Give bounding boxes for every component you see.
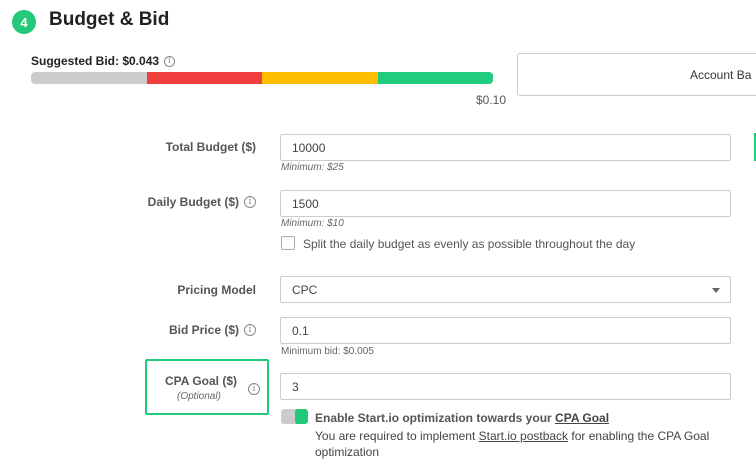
info-icon[interactable]: i — [244, 196, 256, 208]
cpa-optimization-label: Enable Start.io optimization towards you… — [315, 411, 609, 425]
cpa-optimization-text: Enable Start.io optimization towards you… — [315, 411, 552, 425]
postback-requirement-text: You are required to implement Start.io p… — [315, 428, 735, 460]
info-icon[interactable]: i — [164, 55, 176, 67]
split-budget-label: Split the daily budget as evenly as poss… — [303, 237, 636, 251]
account-balance-box: Account Ba — [517, 53, 756, 96]
bid-bar-segment-3 — [262, 72, 378, 84]
daily-budget-label: Daily Budget ($) i — [120, 195, 256, 209]
daily-budget-label-text: Daily Budget ($) — [147, 195, 239, 209]
daily-budget-input[interactable]: 1500 — [280, 190, 731, 217]
bid-bar-segment-2 — [146, 72, 262, 84]
daily-budget-hint: Minimum: $10 — [281, 218, 344, 229]
split-budget-checkbox[interactable] — [281, 236, 295, 250]
bid-bar-segment-4 — [377, 72, 493, 84]
total-budget-label: Total Budget ($) — [120, 140, 256, 154]
pricing-model-value: CPC — [292, 282, 318, 297]
cpa-goal-link[interactable]: CPA Goal — [555, 411, 610, 425]
chevron-down-icon — [712, 288, 720, 293]
suggested-bid-range-bar — [31, 72, 493, 84]
cpa-goal-optional-label: (Optional) — [177, 391, 221, 402]
step-number-badge: 4 — [12, 10, 36, 34]
side-action-edge[interactable] — [754, 133, 756, 161]
bid-price-label: Bid Price ($) i — [120, 323, 256, 337]
suggested-bid-text: Suggested Bid: $0.043 — [31, 54, 160, 68]
total-budget-hint: Minimum: $25 — [281, 162, 344, 173]
toggle-knob — [295, 409, 308, 424]
suggested-bid-label: Suggested Bid: $0.043 i — [31, 54, 176, 68]
postback-requirement-suffix: for enabling the CPA Goal optimization — [315, 429, 710, 459]
bid-price-input[interactable]: 0.1 — [280, 317, 731, 344]
info-icon[interactable]: i — [244, 324, 256, 336]
account-balance-label: Account Ba — [690, 67, 752, 82]
bid-price-label-text: Bid Price ($) — [168, 323, 239, 337]
cpa-goal-input[interactable]: 3 — [280, 373, 731, 400]
total-budget-input[interactable]: 10000 — [280, 134, 731, 161]
pricing-model-select[interactable]: CPC — [280, 276, 731, 303]
postback-link[interactable]: Start.io postback — [478, 429, 569, 443]
section-title: Budget & Bid — [49, 9, 170, 30]
bid-price-hint: Minimum bid: $0.005 — [281, 346, 374, 357]
cpa-optimization-toggle[interactable] — [281, 409, 308, 424]
bid-bar-max-label: $0.10 — [476, 93, 507, 107]
total-budget-label-text: Total Budget ($) — [165, 140, 256, 154]
bid-bar-segment-1 — [31, 72, 147, 84]
info-icon[interactable]: i — [248, 383, 260, 395]
pricing-model-label: Pricing Model — [120, 283, 256, 297]
cpa-goal-highlight — [145, 359, 269, 415]
cpa-goal-label: CPA Goal ($) — [165, 374, 238, 388]
postback-requirement-prefix: You are required to implement — [315, 429, 476, 443]
pricing-model-label-text: Pricing Model — [177, 283, 256, 297]
